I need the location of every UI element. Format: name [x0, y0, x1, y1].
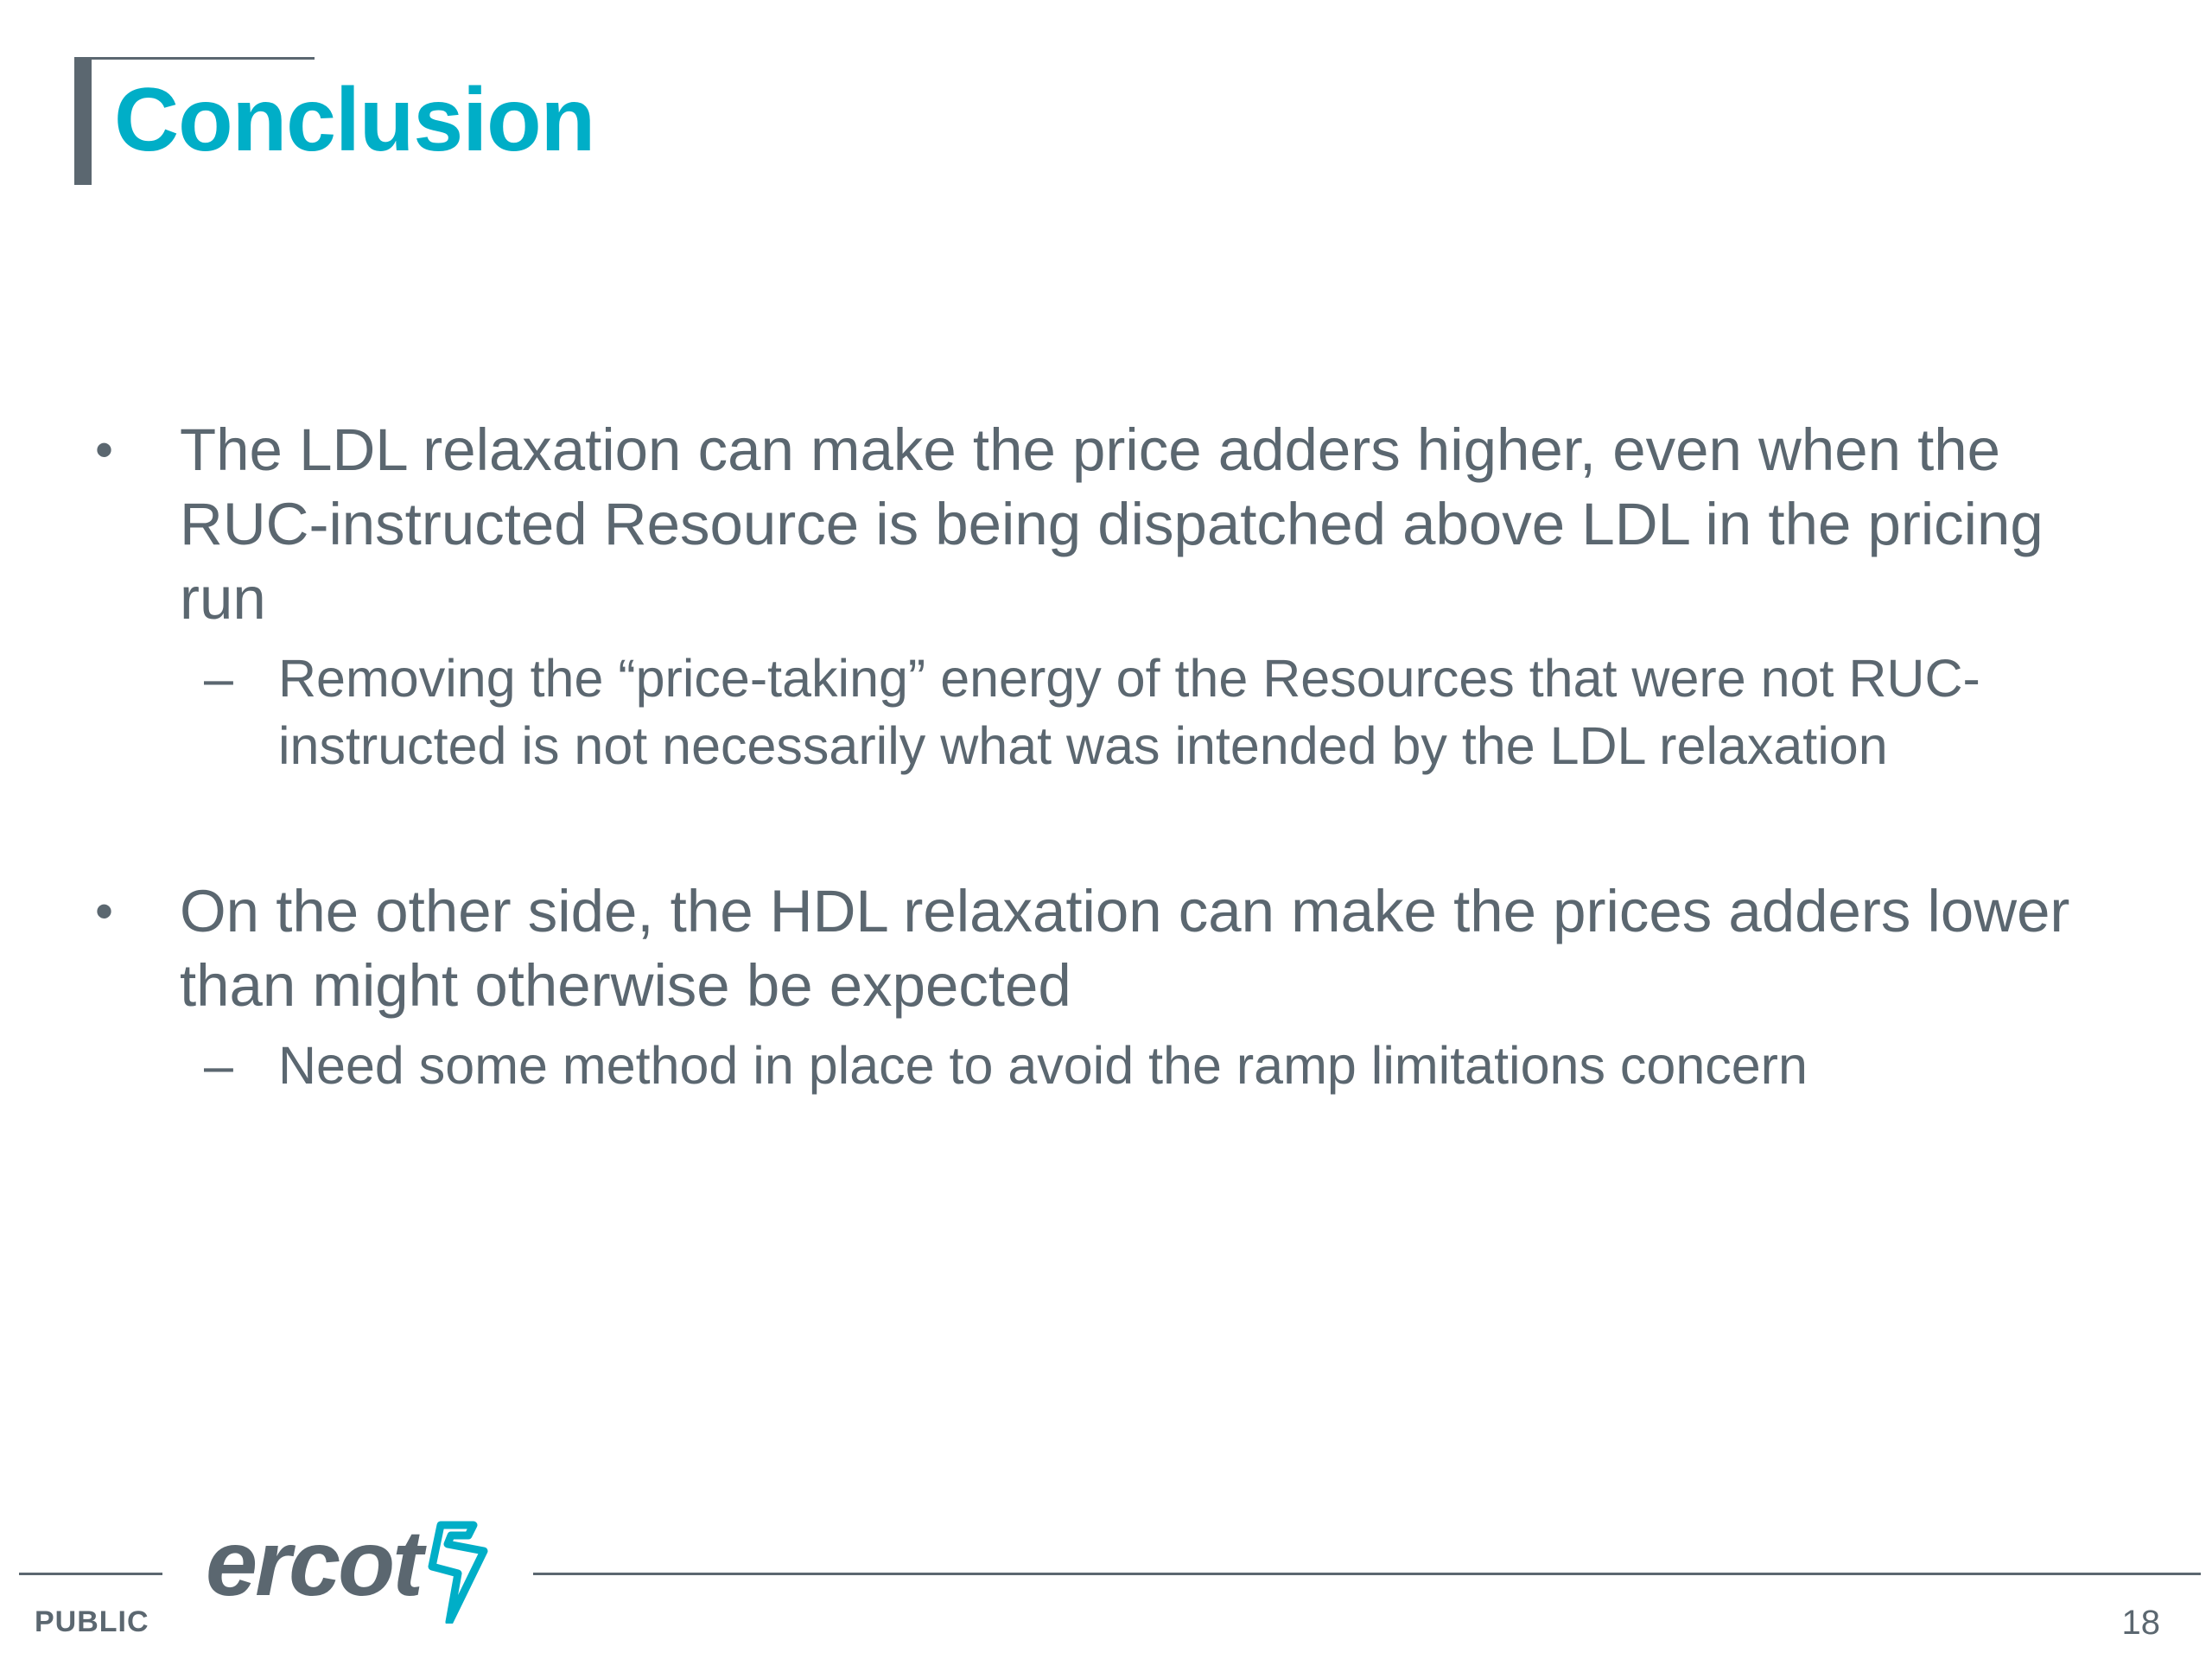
page-title: Conclusion: [114, 70, 595, 170]
sub-bullet-marker: –: [204, 649, 233, 708]
slide-content: • The LDL relaxation can make the price …: [86, 413, 2143, 1099]
title-bracket-left: [74, 57, 92, 185]
logo-wordmark: ercot: [206, 1510, 423, 1615]
footer-divider-left: [19, 1573, 162, 1575]
bullet-item: • The LDL relaxation can make the price …: [86, 413, 2143, 779]
ercot-bolt-icon: [428, 1521, 488, 1624]
title-bracket-top: [74, 57, 315, 60]
bullet-marker: •: [95, 421, 114, 479]
sub-bullet-text: Need some method in place to avoid the r…: [278, 1036, 1808, 1095]
classification-label: PUBLIC: [35, 1605, 149, 1638]
bullet-text: The LDL relaxation can make the price ad…: [180, 416, 2044, 632]
bullet-text: On the other side, the HDL relaxation ca…: [180, 878, 2070, 1019]
sub-bullet-text: Removing the “price-taking” energy of th…: [278, 649, 1980, 775]
ercot-logo: ercot: [206, 1516, 499, 1629]
page-number: 18: [2121, 1604, 2161, 1642]
sub-bullet-marker: –: [204, 1036, 233, 1095]
bullet-marker: •: [95, 882, 114, 940]
bullet-item: • On the other side, the HDL relaxation …: [86, 874, 2143, 1099]
footer-divider-right: [533, 1573, 2201, 1575]
